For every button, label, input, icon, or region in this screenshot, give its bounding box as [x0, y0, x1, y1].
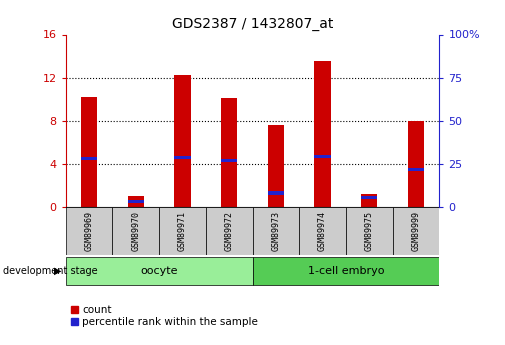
FancyBboxPatch shape: [346, 207, 393, 255]
Text: oocyte: oocyte: [140, 266, 178, 276]
Text: GSM89975: GSM89975: [365, 211, 374, 251]
Bar: [361, 196, 377, 199]
Text: GSM89974: GSM89974: [318, 211, 327, 251]
Text: 1-cell embryo: 1-cell embryo: [308, 266, 384, 276]
FancyBboxPatch shape: [252, 207, 299, 255]
Title: GDS2387 / 1432807_at: GDS2387 / 1432807_at: [172, 17, 333, 31]
FancyBboxPatch shape: [393, 207, 439, 255]
Bar: [408, 168, 424, 171]
FancyBboxPatch shape: [113, 207, 159, 255]
Bar: [268, 191, 284, 195]
Bar: [315, 155, 331, 158]
Bar: [81, 157, 97, 160]
FancyBboxPatch shape: [66, 207, 113, 255]
Bar: [315, 61, 331, 207]
Bar: [221, 159, 237, 162]
FancyBboxPatch shape: [206, 207, 252, 255]
FancyBboxPatch shape: [66, 257, 252, 285]
Text: development stage: development stage: [3, 266, 97, 276]
Bar: [268, 125, 284, 207]
Bar: [128, 200, 144, 203]
Bar: [81, 97, 97, 207]
Text: GSM89969: GSM89969: [84, 211, 93, 251]
Bar: [361, 194, 377, 207]
Text: GSM89972: GSM89972: [225, 211, 234, 251]
Bar: [174, 76, 190, 207]
Bar: [408, 121, 424, 207]
Text: GSM89970: GSM89970: [131, 211, 140, 251]
Bar: [221, 98, 237, 207]
FancyBboxPatch shape: [252, 257, 439, 285]
Text: GSM89973: GSM89973: [271, 211, 280, 251]
Bar: [128, 196, 144, 207]
FancyBboxPatch shape: [299, 207, 346, 255]
Legend: count, percentile rank within the sample: count, percentile rank within the sample: [71, 305, 258, 327]
Bar: [174, 156, 190, 159]
Text: ▶: ▶: [54, 266, 62, 276]
Text: GSM89999: GSM89999: [412, 211, 421, 251]
FancyBboxPatch shape: [159, 207, 206, 255]
Text: GSM89971: GSM89971: [178, 211, 187, 251]
